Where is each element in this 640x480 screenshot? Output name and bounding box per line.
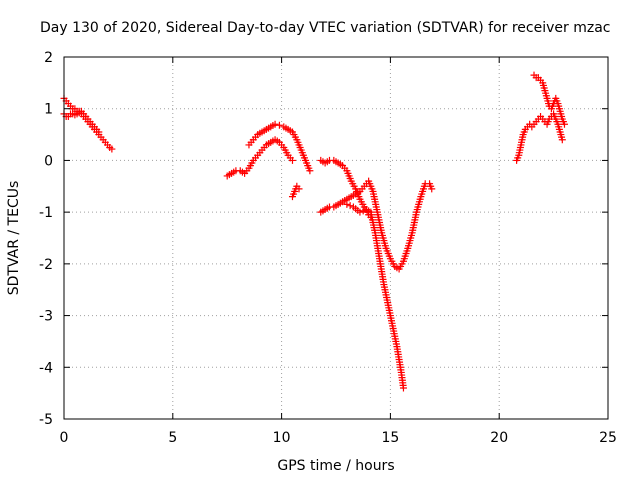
grid-lines [64,57,608,419]
y-tick-label: -3 [39,309,53,325]
data-point [346,202,354,210]
series-track-b [223,136,296,180]
series-track-g-lower [513,110,566,164]
x-tick-labels: 0 5 10 15 20 25 [60,430,617,446]
data-point [399,384,407,392]
series-track-a-lower [60,107,103,136]
x-tick-label: 10 [273,430,291,446]
data-point [428,185,436,193]
y-axis-label: SDTVAR / TECUs [6,181,22,296]
series-track-a-upper [60,94,116,153]
data-points [60,71,568,392]
x-tick-label: 5 [168,430,177,446]
series-track-e-upper [317,156,375,221]
series-track-f [343,200,407,392]
axis-ticks [63,56,609,420]
chart-title: Day 130 of 2020, Sidereal Day-to-day VTE… [40,20,610,36]
y-tick-labels: -5 -4 -3 -2 -1 0 1 2 [39,50,53,428]
y-tick-label: -4 [39,360,53,376]
x-tick-label: 25 [599,430,617,446]
y-tick-label: 0 [44,153,53,169]
data-point [306,167,314,175]
y-tick-label: 1 [44,102,53,118]
x-tick-label: 15 [381,430,399,446]
data-point [275,121,283,129]
x-axis-label: GPS time / hours [277,458,394,474]
data-point [108,145,116,153]
x-tick-label: 20 [490,430,508,446]
series-track-c [245,120,314,175]
data-point [271,120,279,128]
data-point [95,128,103,136]
y-tick-label: -5 [39,412,53,428]
data-point [356,208,364,216]
data-point [288,156,296,164]
data-point [343,200,351,208]
data-point [560,120,568,128]
plot-frame [63,56,609,420]
y-tick-label: -1 [39,205,53,221]
x-tick-label: 0 [60,430,69,446]
y-tick-label: 2 [44,50,53,66]
y-tick-label: -2 [39,257,53,273]
data-point [558,136,566,144]
series-track-d [288,182,303,201]
data-point [295,185,303,193]
series-track-g-upper [530,71,568,128]
